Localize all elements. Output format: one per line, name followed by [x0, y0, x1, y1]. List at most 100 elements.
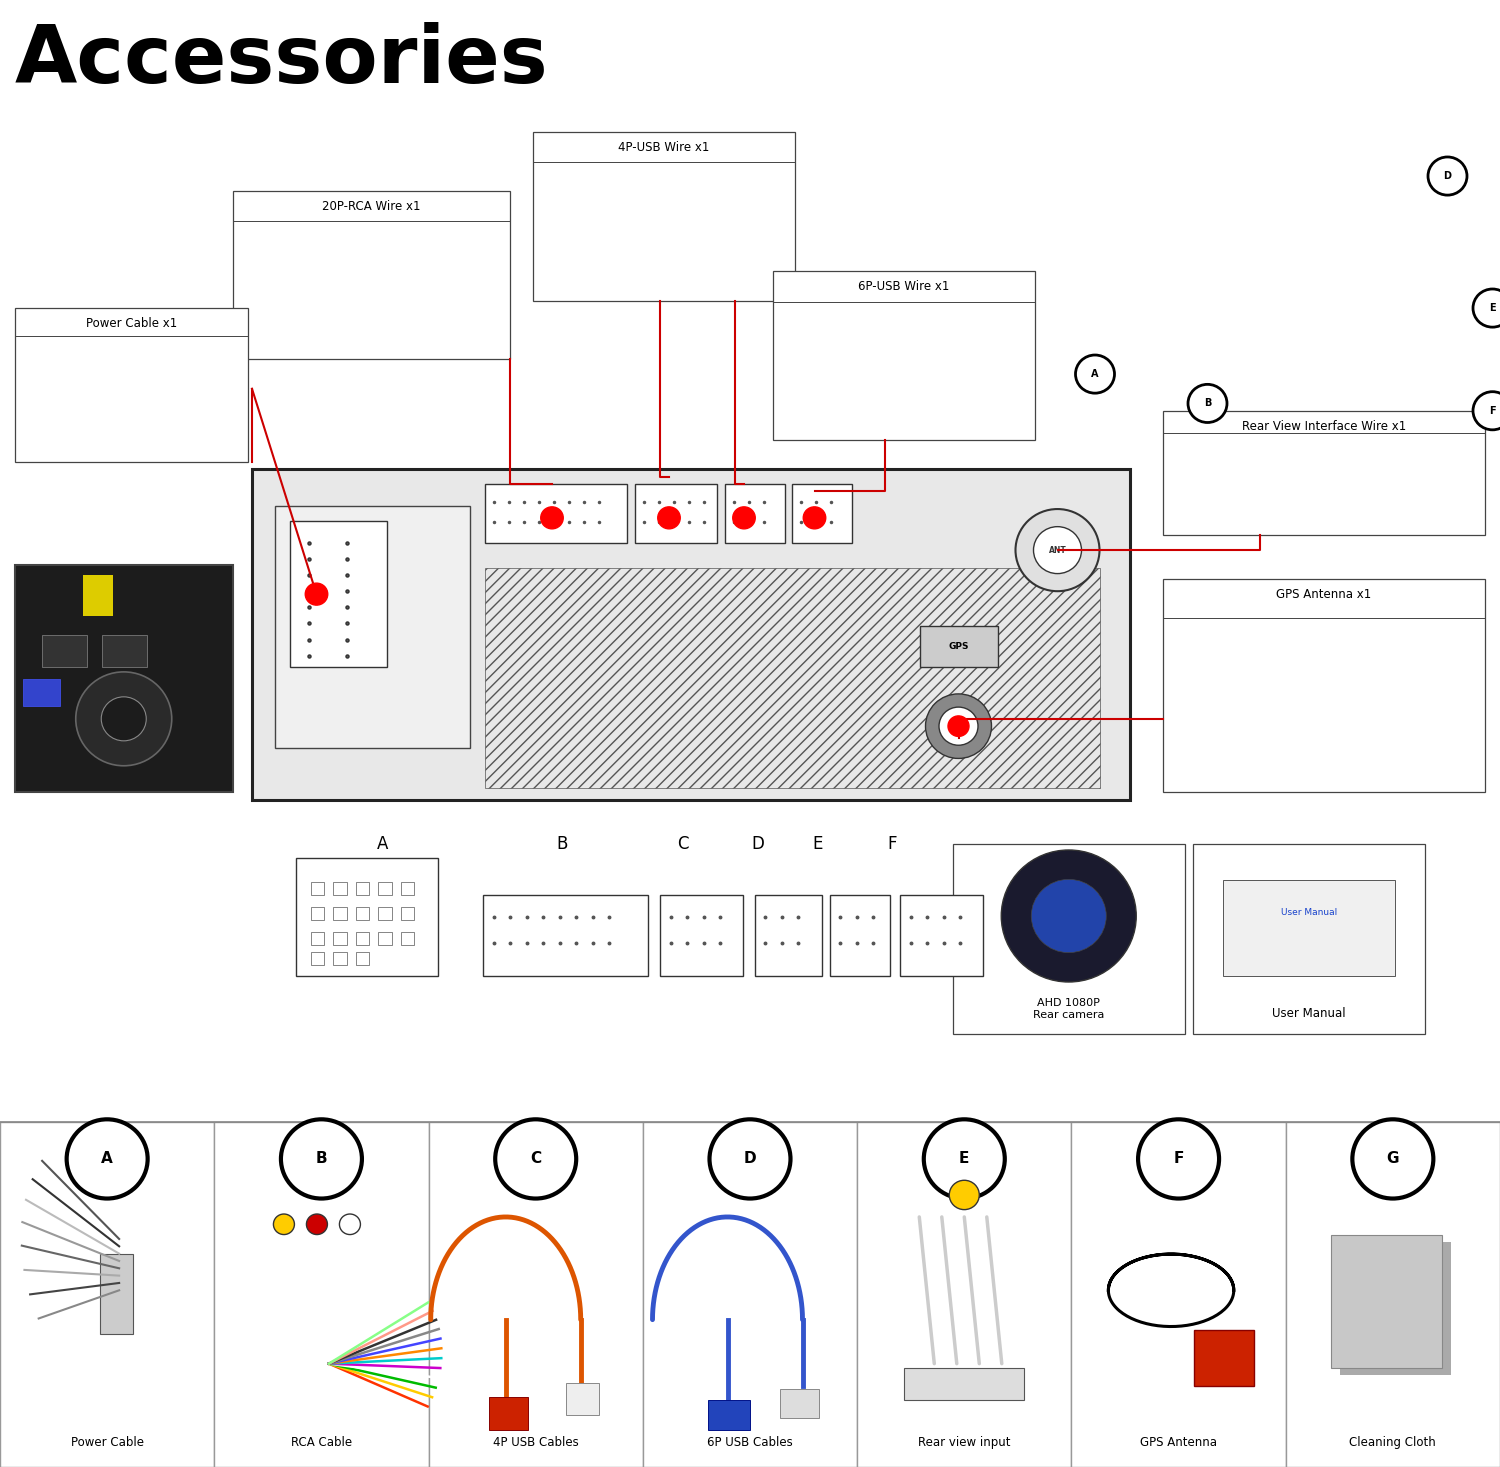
Text: GPS Antenna x1: GPS Antenna x1	[1276, 588, 1371, 601]
Circle shape	[306, 1215, 327, 1235]
FancyBboxPatch shape	[1162, 411, 1485, 535]
Text: 4P USB Cables: 4P USB Cables	[494, 1436, 579, 1449]
Circle shape	[306, 584, 328, 606]
FancyBboxPatch shape	[900, 895, 983, 976]
FancyBboxPatch shape	[920, 626, 998, 667]
Circle shape	[1473, 392, 1500, 430]
Text: E: E	[958, 1152, 969, 1166]
Text: ANT: ANT	[1048, 546, 1066, 555]
Circle shape	[804, 508, 826, 530]
Circle shape	[732, 508, 754, 530]
Text: F: F	[1173, 1152, 1184, 1166]
FancyBboxPatch shape	[1286, 1122, 1500, 1467]
FancyBboxPatch shape	[102, 635, 147, 667]
Circle shape	[1473, 289, 1500, 327]
FancyBboxPatch shape	[644, 1122, 856, 1467]
Text: RCA Cable: RCA Cable	[291, 1436, 352, 1449]
Text: F: F	[1490, 406, 1496, 415]
Circle shape	[710, 1119, 791, 1199]
Text: A: A	[1090, 370, 1098, 378]
Circle shape	[950, 1181, 980, 1210]
FancyBboxPatch shape	[532, 132, 795, 301]
Text: Cleaning Cloth: Cleaning Cloth	[1350, 1436, 1436, 1449]
Circle shape	[1138, 1119, 1220, 1199]
Circle shape	[1428, 157, 1467, 195]
Circle shape	[339, 1215, 360, 1235]
Circle shape	[280, 1119, 362, 1199]
Text: E: E	[1490, 304, 1496, 312]
FancyBboxPatch shape	[0, 1122, 214, 1467]
Circle shape	[924, 1119, 1005, 1199]
Circle shape	[951, 719, 966, 734]
Text: Power Cable: Power Cable	[70, 1436, 144, 1449]
FancyBboxPatch shape	[904, 1369, 1024, 1401]
Circle shape	[273, 1215, 294, 1235]
Text: 20P-RCA Wire x1: 20P-RCA Wire x1	[322, 200, 420, 213]
FancyBboxPatch shape	[772, 271, 1035, 440]
Circle shape	[540, 508, 564, 530]
FancyBboxPatch shape	[489, 1398, 528, 1430]
FancyBboxPatch shape	[1222, 880, 1395, 976]
FancyBboxPatch shape	[830, 895, 890, 976]
Text: C: C	[530, 1152, 542, 1166]
Text: D: D	[744, 1152, 756, 1166]
FancyBboxPatch shape	[99, 1254, 132, 1335]
Text: B: B	[315, 1152, 327, 1166]
Text: GPS Antenna: GPS Antenna	[1140, 1436, 1216, 1449]
FancyBboxPatch shape	[792, 484, 852, 543]
FancyBboxPatch shape	[15, 308, 248, 462]
FancyBboxPatch shape	[724, 484, 784, 543]
Text: D: D	[1443, 172, 1452, 180]
Text: A: A	[102, 1152, 112, 1166]
Text: A: A	[376, 835, 388, 852]
FancyBboxPatch shape	[82, 575, 112, 616]
FancyBboxPatch shape	[1341, 1243, 1452, 1376]
Text: User Manual: User Manual	[1272, 1006, 1346, 1020]
Circle shape	[1034, 527, 1082, 574]
Circle shape	[1188, 384, 1227, 422]
Text: GPS: GPS	[948, 643, 969, 651]
Text: G: G	[1386, 1152, 1400, 1166]
Text: 6P USB Cables: 6P USB Cables	[706, 1436, 794, 1449]
Text: B: B	[1204, 399, 1210, 408]
FancyBboxPatch shape	[780, 1389, 819, 1419]
FancyBboxPatch shape	[856, 1122, 1071, 1467]
Text: 6P-USB Wire x1: 6P-USB Wire x1	[858, 280, 950, 293]
FancyBboxPatch shape	[566, 1383, 598, 1416]
Circle shape	[495, 1119, 576, 1199]
FancyBboxPatch shape	[754, 895, 822, 976]
FancyBboxPatch shape	[1332, 1235, 1443, 1369]
FancyBboxPatch shape	[1192, 844, 1425, 1034]
Text: D: D	[752, 835, 764, 852]
Text: B: B	[556, 835, 568, 852]
FancyBboxPatch shape	[1071, 1122, 1286, 1467]
FancyBboxPatch shape	[1194, 1331, 1254, 1386]
FancyBboxPatch shape	[42, 635, 87, 667]
Circle shape	[75, 672, 171, 766]
Circle shape	[1032, 879, 1106, 952]
Circle shape	[1353, 1119, 1434, 1199]
Circle shape	[1002, 849, 1137, 981]
Text: E: E	[813, 835, 822, 852]
FancyBboxPatch shape	[274, 506, 470, 748]
Circle shape	[1076, 355, 1114, 393]
FancyBboxPatch shape	[708, 1401, 750, 1430]
FancyBboxPatch shape	[290, 521, 387, 667]
FancyBboxPatch shape	[22, 679, 60, 706]
Text: User Manual: User Manual	[1281, 908, 1336, 917]
Text: AHD 1080P
Rear camera: AHD 1080P Rear camera	[1034, 998, 1104, 1020]
Circle shape	[926, 694, 992, 758]
FancyBboxPatch shape	[484, 484, 627, 543]
FancyBboxPatch shape	[660, 895, 742, 976]
Circle shape	[939, 707, 978, 745]
Text: 4P-USB Wire x1: 4P-USB Wire x1	[618, 141, 710, 154]
FancyBboxPatch shape	[1162, 579, 1485, 792]
Text: F: F	[888, 835, 897, 852]
FancyBboxPatch shape	[952, 844, 1185, 1034]
Text: Accessories: Accessories	[15, 22, 549, 100]
Circle shape	[100, 697, 147, 741]
Circle shape	[658, 508, 681, 530]
FancyBboxPatch shape	[429, 1122, 644, 1467]
Text: Rear view input: Rear view input	[918, 1436, 1011, 1449]
Text: C: C	[676, 835, 688, 852]
